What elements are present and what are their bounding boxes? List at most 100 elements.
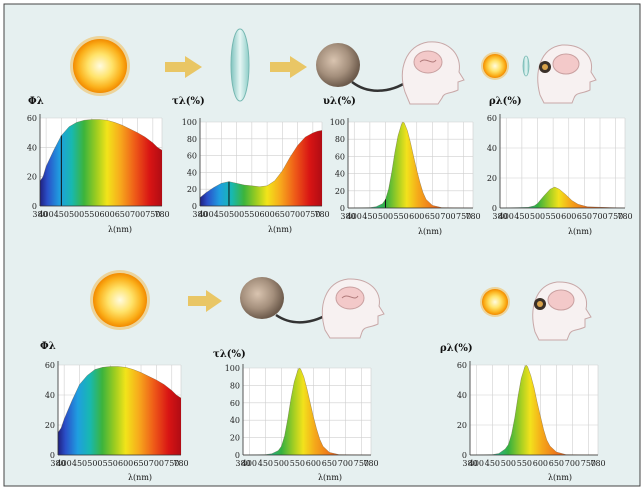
- x-tick-label: 750: [305, 210, 320, 219]
- y-tick-label: 20: [45, 421, 55, 430]
- y-tick-label: 0: [32, 202, 37, 211]
- x-tick-label: 600: [533, 459, 548, 468]
- x-tick-label: 450: [362, 212, 377, 221]
- y-axis-label: ρλ(%): [489, 96, 522, 107]
- x-axis-label: λ(nm): [548, 473, 572, 482]
- y-tick-label: 40: [487, 144, 497, 153]
- x-tick-label: 700: [290, 210, 305, 219]
- x-tick-label: 550: [84, 210, 99, 219]
- y-tick-label: 0: [235, 451, 240, 460]
- x-tick-label: 600: [118, 459, 133, 468]
- y-axis-label: Φλ: [28, 96, 44, 107]
- x-tick-label: 700: [338, 459, 353, 468]
- head-eye-icon: [532, 281, 592, 341]
- x-tick-label: 750: [608, 212, 623, 221]
- x-tick-label: 550: [290, 459, 305, 468]
- curve-area: [58, 366, 181, 455]
- y-tick-label: 60: [457, 361, 467, 370]
- y-tick-label: 40: [27, 143, 37, 152]
- x-tick-label: 700: [130, 210, 145, 219]
- x-tick-label: 400: [38, 210, 53, 219]
- x-tick-label: 750: [581, 459, 596, 468]
- x-tick-label: 500: [274, 459, 289, 468]
- y-axis-label: υλ(%): [323, 96, 356, 107]
- x-tick-label: 500: [229, 210, 244, 219]
- x-tick-label: 700: [592, 212, 607, 221]
- y-tick-label: 40: [335, 170, 345, 179]
- x-tick-label: 650: [322, 459, 337, 468]
- x-tick-label: 450: [214, 210, 229, 219]
- curve-area: [500, 187, 625, 208]
- curve-area: [243, 368, 371, 455]
- arrow-icon: [270, 56, 307, 78]
- x-tick-label: 500: [378, 212, 393, 221]
- x-axis-label: λ(nm): [418, 227, 442, 236]
- x-tick-label: 780: [363, 459, 378, 468]
- x-tick-label: 400: [198, 210, 213, 219]
- x-tick-label: 600: [259, 210, 274, 219]
- x-tick-label: 750: [354, 459, 369, 468]
- x-tick-label: 650: [115, 210, 130, 219]
- y-tick-label: 0: [492, 204, 497, 213]
- y-tick-label: 0: [50, 451, 55, 460]
- y-tick-label: 20: [230, 434, 240, 443]
- x-tick-label: 500: [69, 210, 84, 219]
- y-axis-label: τλ(%): [213, 349, 246, 360]
- x-tick-label: 400: [499, 212, 514, 221]
- y-tick-label: 20: [187, 185, 197, 194]
- y-axis-label: Φλ: [40, 341, 56, 352]
- x-tick-label: 550: [103, 459, 118, 468]
- x-axis-label: λ(nm): [318, 473, 342, 482]
- x-tick-label: 450: [258, 459, 273, 468]
- x-tick-label: 650: [425, 212, 440, 221]
- sun-icon: [70, 36, 130, 96]
- x-tick-label: 650: [577, 212, 592, 221]
- x-tick-label: 600: [409, 212, 424, 221]
- x-tick-label: 400: [242, 459, 257, 468]
- y-tick-label: 80: [335, 135, 345, 144]
- x-tick-label: 450: [514, 212, 529, 221]
- sun-icon: [90, 270, 150, 330]
- x-tick-label: 380: [462, 459, 477, 468]
- x-tick-label: 700: [149, 459, 164, 468]
- x-axis-label: λ(nm): [108, 225, 132, 234]
- y-tick-label: 40: [457, 391, 467, 400]
- x-tick-label: 650: [133, 459, 148, 468]
- y-tick-label: 60: [230, 399, 240, 408]
- x-tick-label: 380: [32, 210, 47, 219]
- curve-area: [470, 365, 598, 455]
- y-tick-label: 20: [27, 173, 37, 182]
- x-tick-label: 600: [99, 210, 114, 219]
- x-tick-label: 550: [393, 212, 408, 221]
- y-tick-label: 60: [335, 152, 345, 161]
- x-tick-label: 600: [561, 212, 576, 221]
- x-tick-label: 750: [164, 459, 179, 468]
- arrow-icon: [165, 56, 202, 78]
- x-tick-label: 500: [87, 459, 102, 468]
- y-tick-label: 0: [192, 202, 197, 211]
- x-tick-label: 700: [440, 212, 455, 221]
- y-tick-label: 100: [225, 364, 240, 373]
- series-line: [39, 119, 163, 182]
- x-tick-label: 450: [54, 210, 69, 219]
- x-tick-label: 380: [192, 210, 207, 219]
- x-tick-label: 780: [465, 212, 480, 221]
- x-tick-label: 750: [145, 210, 160, 219]
- series-line: [469, 364, 599, 456]
- y-tick-label: 60: [187, 152, 197, 161]
- head-brain-icon: [401, 41, 465, 105]
- x-tick-label: 700: [565, 459, 580, 468]
- x-tick-label: 650: [549, 459, 564, 468]
- x-tick-label: 550: [244, 210, 259, 219]
- x-tick-label: 650: [275, 210, 290, 219]
- x-tick-label: 550: [517, 459, 532, 468]
- x-tick-label: 780: [314, 210, 329, 219]
- x-tick-label: 780: [154, 210, 169, 219]
- x-tick-label: 500: [501, 459, 516, 468]
